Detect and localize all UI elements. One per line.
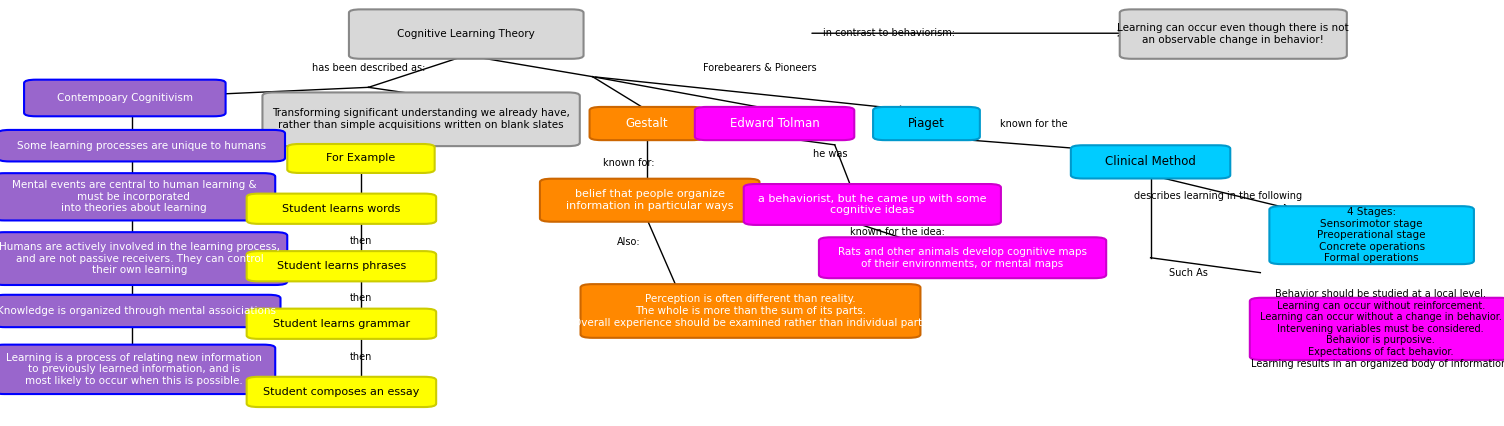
FancyBboxPatch shape [695,107,854,140]
FancyBboxPatch shape [287,144,435,173]
Text: then: then [350,293,371,303]
FancyBboxPatch shape [247,193,436,224]
FancyBboxPatch shape [1269,206,1474,264]
FancyBboxPatch shape [24,80,226,116]
FancyBboxPatch shape [0,295,280,327]
FancyBboxPatch shape [0,130,284,161]
FancyBboxPatch shape [872,107,981,140]
Text: Mental events are central to human learning &
must be incorporated
into theories: Mental events are central to human learn… [12,180,256,213]
Text: For Example: For Example [326,153,396,164]
FancyBboxPatch shape [349,9,584,59]
FancyBboxPatch shape [743,184,1002,225]
FancyBboxPatch shape [1250,298,1504,360]
Text: Perception is often different than reality.
The whole is more than the sum of it: Perception is often different than reali… [573,294,928,328]
Text: known for the idea:: known for the idea: [850,227,946,237]
Text: Cognitive Learning Theory: Cognitive Learning Theory [397,29,535,39]
Text: Contempoary Cognitivism: Contempoary Cognitivism [57,93,193,103]
FancyBboxPatch shape [0,232,287,285]
FancyBboxPatch shape [247,251,436,282]
Text: Edward Tolman: Edward Tolman [729,117,820,130]
Text: Behavior should be studied at a local level.
Learning can occur without reinforc: Behavior should be studied at a local le… [1251,289,1504,368]
Text: Knowledge is organized through mental assoiciations: Knowledge is organized through mental as… [0,306,277,316]
Text: known for:: known for: [603,158,654,168]
FancyBboxPatch shape [581,284,920,338]
Text: belief that people organize
information in particular ways: belief that people organize information … [566,190,734,211]
Text: Student learns phrases: Student learns phrases [277,261,406,271]
FancyBboxPatch shape [263,92,581,146]
FancyBboxPatch shape [540,179,760,222]
Text: Student learns words: Student learns words [283,204,400,214]
Text: he was: he was [814,149,847,159]
Text: Student learns grammar: Student learns grammar [272,319,411,329]
Text: describes learning in the following: describes learning in the following [1134,191,1302,201]
Text: a behaviorist, but he came up with some
cognitive ideas: a behaviorist, but he came up with some … [758,194,987,215]
FancyBboxPatch shape [247,308,436,339]
FancyBboxPatch shape [1119,9,1346,59]
Text: has been described as:: has been described as: [311,63,426,73]
Text: Piaget: Piaget [908,117,945,130]
Text: in contrast to behaviorism:: in contrast to behaviorism: [823,28,955,38]
Text: Also:: Also: [617,237,641,247]
FancyBboxPatch shape [247,377,436,407]
Text: then: then [350,236,371,246]
FancyBboxPatch shape [0,173,275,221]
Text: then: then [350,351,371,362]
Text: Student composes an essay: Student composes an essay [263,387,420,397]
Text: Some learning processes are unique to humans: Some learning processes are unique to hu… [17,141,266,151]
Text: known for the: known for the [1000,118,1068,129]
FancyBboxPatch shape [0,345,275,394]
Text: Clinical Method: Clinical Method [1105,155,1196,168]
Text: Gestalt: Gestalt [626,117,668,130]
Text: Rats and other animals develop cognitive maps
of their environments, or mental m: Rats and other animals develop cognitive… [838,247,1087,268]
Text: Humans are actively involved in the learning process,
and are not passive receiv: Humans are actively involved in the lear… [0,242,280,275]
Text: Learning can occur even though there is not
an observable change in behavior!: Learning can occur even though there is … [1117,23,1349,45]
FancyBboxPatch shape [590,107,704,140]
Text: Such As: Such As [1169,268,1208,278]
Text: Learning is a process of relating new information
to previously learned informat: Learning is a process of relating new in… [6,353,262,386]
Text: Forebearers & Pioneers: Forebearers & Pioneers [702,63,817,73]
FancyBboxPatch shape [818,237,1105,278]
Text: 4 Stages:
Sensorimotor stage
Preoperational stage
Concrete operations
Formal ope: 4 Stages: Sensorimotor stage Preoperatio… [1318,207,1426,263]
Text: Transforming significant understanding we already have,
rather than simple acqui: Transforming significant understanding w… [272,109,570,130]
FancyBboxPatch shape [1071,145,1230,178]
